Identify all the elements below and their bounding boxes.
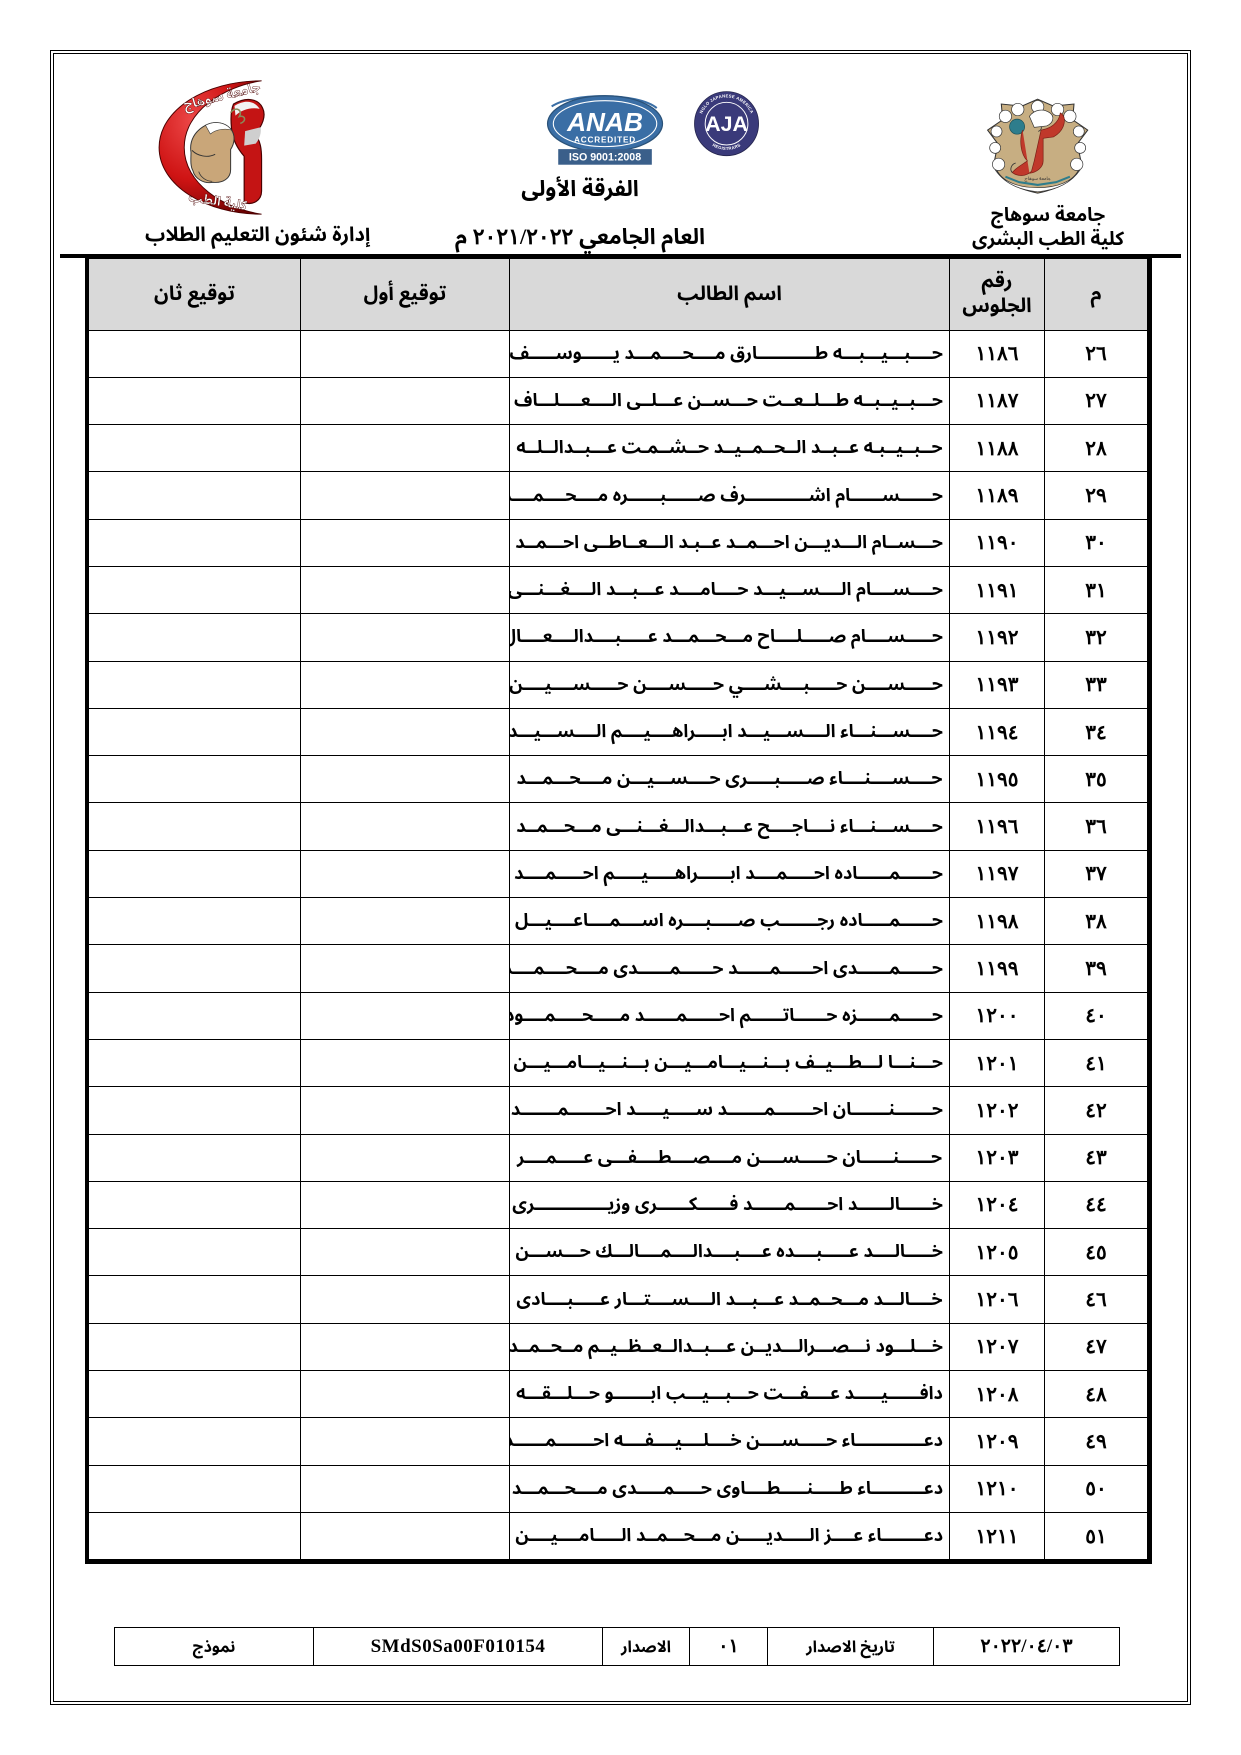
svg-text:ANAB: ANAB <box>566 107 643 137</box>
svg-text:AJA: AJA <box>705 112 748 136</box>
svg-text:ISO 9001:2008: ISO 9001:2008 <box>569 152 641 164</box>
svg-text:جامعة سوهاج: جامعة سوهاج <box>1025 173 1051 184</box>
svg-text:ACCREDITED: ACCREDITED <box>574 136 636 145</box>
